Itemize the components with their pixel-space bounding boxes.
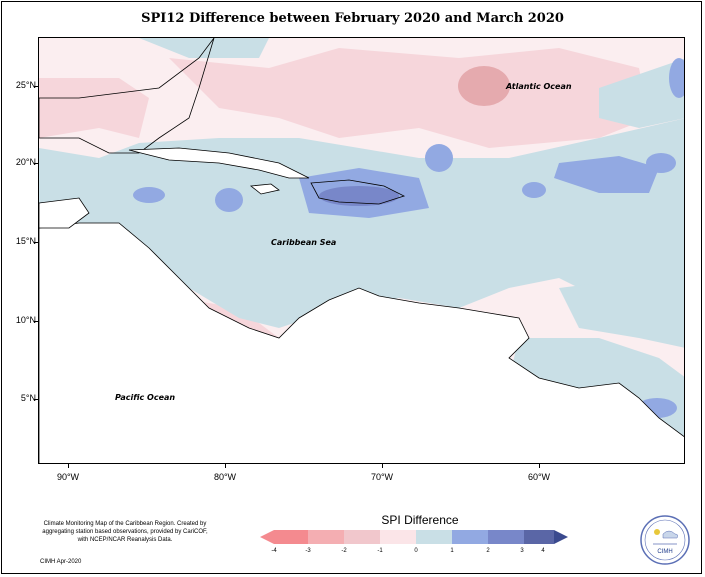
legend-arrow-left: [260, 530, 274, 544]
legend-swatch: [380, 530, 416, 544]
lon-label-90w: 90°W: [56, 472, 80, 482]
legend-label: -2: [341, 548, 347, 554]
blue-region-atlantic-east: [599, 58, 684, 128]
legend-swatch: [274, 530, 308, 544]
blue-patch-6: [669, 58, 684, 98]
blue-region-caribbean: [39, 118, 684, 328]
blue-region-north: [139, 38, 269, 58]
legend-label: 0: [414, 548, 418, 554]
land-hispaniola: [310, 179, 406, 205]
cimh-logo: CIMH: [640, 515, 690, 565]
legend-swatch: [524, 530, 554, 544]
blue-patch-5: [522, 182, 546, 198]
legend-label: -4: [271, 548, 277, 554]
lon-tick: [225, 464, 226, 468]
legend-arrow-right: [554, 530, 568, 544]
legend-swatch: [452, 530, 488, 544]
label-pacific-ocean: Pacific Ocean: [115, 393, 176, 402]
legend-swatch: [308, 530, 344, 544]
blue-patch-4: [646, 153, 676, 173]
blue-patch-2: [215, 188, 243, 212]
blue-patch-9: [319, 186, 399, 206]
lat-label-20n: 20°N: [15, 157, 36, 167]
blue-patch-atlantic: [554, 156, 659, 193]
legend-label: -1: [377, 548, 383, 554]
lon-tick: [68, 464, 69, 468]
lat-label-10n: 10°N: [15, 315, 36, 325]
land-florida: [39, 38, 215, 154]
lon-label-70w: 70°W: [370, 472, 394, 482]
lat-tick: [34, 399, 38, 400]
land-cuba: [128, 147, 310, 179]
lat-label-25n: 25°N: [15, 80, 36, 90]
dark-pink-atlantic: [458, 66, 510, 106]
map-title: SPI12 Difference between February 2020 a…: [141, 11, 564, 26]
spi-field: [39, 38, 684, 463]
legend-colorbar: [260, 530, 568, 544]
lon-label-60w: 60°W: [527, 472, 551, 482]
lon-tick: [382, 464, 383, 468]
lat-tick: [34, 242, 38, 243]
map-area: [38, 37, 685, 464]
land-south-america: [39, 222, 684, 463]
legend-label: 2: [486, 548, 490, 554]
legend-label: 4: [541, 548, 545, 554]
legend-label: 1: [450, 548, 454, 554]
logo-text: CIMH: [657, 549, 672, 555]
lon-label-80w: 80°W: [213, 472, 237, 482]
blue-patch-3: [425, 144, 453, 172]
legend-swatch: [488, 530, 524, 544]
lat-tick: [34, 163, 38, 164]
blue-region-atlantic-mid: [559, 278, 684, 348]
lat-label-5n: 5°N: [20, 393, 36, 403]
label-caribbean-sea: Caribbean Sea: [271, 238, 337, 247]
credit-date: CIMH Apr-2020: [40, 559, 82, 565]
legend-label: -3: [305, 548, 311, 554]
legend-swatch: [416, 530, 452, 544]
legend-label: 3: [520, 548, 524, 554]
credit-text: Climate Monitoring Map of the Caribbean …: [42, 521, 208, 543]
land-jamaica: [249, 183, 280, 195]
legend-title: SPI Difference: [381, 513, 459, 527]
land-yucatan: [39, 197, 90, 229]
lat-label-15n: 15°N: [15, 236, 36, 246]
label-atlantic-ocean: Atlantic Ocean: [506, 82, 572, 91]
blue-patch-1: [133, 187, 165, 203]
lat-tick: [34, 86, 38, 87]
legend-swatch: [344, 530, 380, 544]
pink-region-gulf: [39, 78, 149, 138]
lat-tick: [34, 321, 38, 322]
lon-tick: [539, 464, 540, 468]
pink-region-atlantic: [169, 48, 649, 148]
